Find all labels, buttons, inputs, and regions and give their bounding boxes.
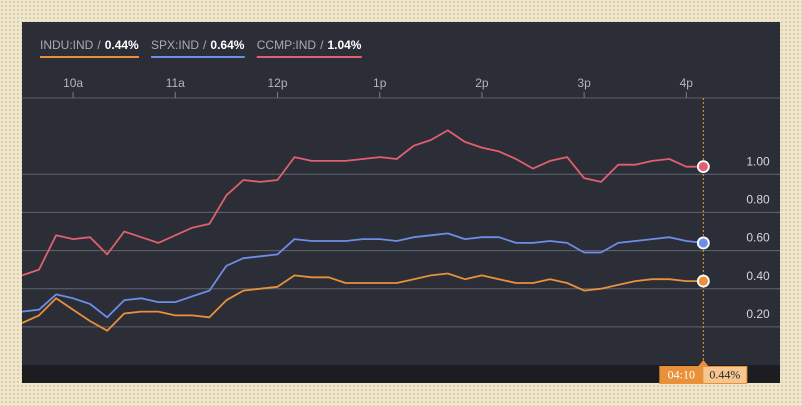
series-line [21, 232, 704, 319]
crosshair-pointer [698, 360, 709, 366]
legend-separator: / [320, 38, 324, 52]
end-marker [696, 160, 710, 174]
legend-name: CCMP:IND [257, 38, 317, 52]
crosshair-time: 04:10 [668, 367, 695, 381]
legend-separator: / [203, 38, 207, 52]
panel [22, 22, 780, 383]
series-line [21, 272, 704, 332]
y-tick-label: 0.60 [746, 231, 770, 245]
legend-value: 0.44% [105, 38, 139, 52]
y-tick-label: 1.00 [746, 154, 770, 168]
x-tick-label: 1p [373, 76, 387, 90]
legend-entry: SPX:IND /0.64% [151, 38, 245, 52]
legend-separator: / [97, 38, 101, 52]
legend-value: 1.04% [327, 38, 361, 52]
y-tick-label: 0.80 [746, 193, 770, 207]
legend-entry: CCMP:IND/1.04% [257, 38, 362, 52]
x-tick-label: 4p [680, 76, 694, 90]
legend-entry: INDU:IND/ 0.44% [40, 38, 139, 52]
series-line [21, 129, 704, 277]
x-tick-label: 10a [63, 76, 83, 90]
x-tick-label: 11a [166, 76, 185, 90]
end-marker [696, 236, 710, 250]
x-tick-label: 12p [267, 76, 287, 90]
crosshair-value: 0.44% [709, 367, 740, 381]
x-tick-label: 3p [577, 76, 591, 90]
y-tick-label: 0.40 [746, 269, 770, 283]
legend-name: INDU:IND [40, 38, 94, 52]
legend-value: 0.64% [210, 38, 244, 52]
x-tick-label: 2p [475, 76, 489, 90]
legend-name: SPX:IND [151, 38, 199, 52]
bottom-bar [22, 365, 780, 383]
crosshair-value-box [703, 367, 747, 383]
y-tick-label: 0.20 [746, 307, 770, 321]
end-marker [696, 274, 710, 288]
